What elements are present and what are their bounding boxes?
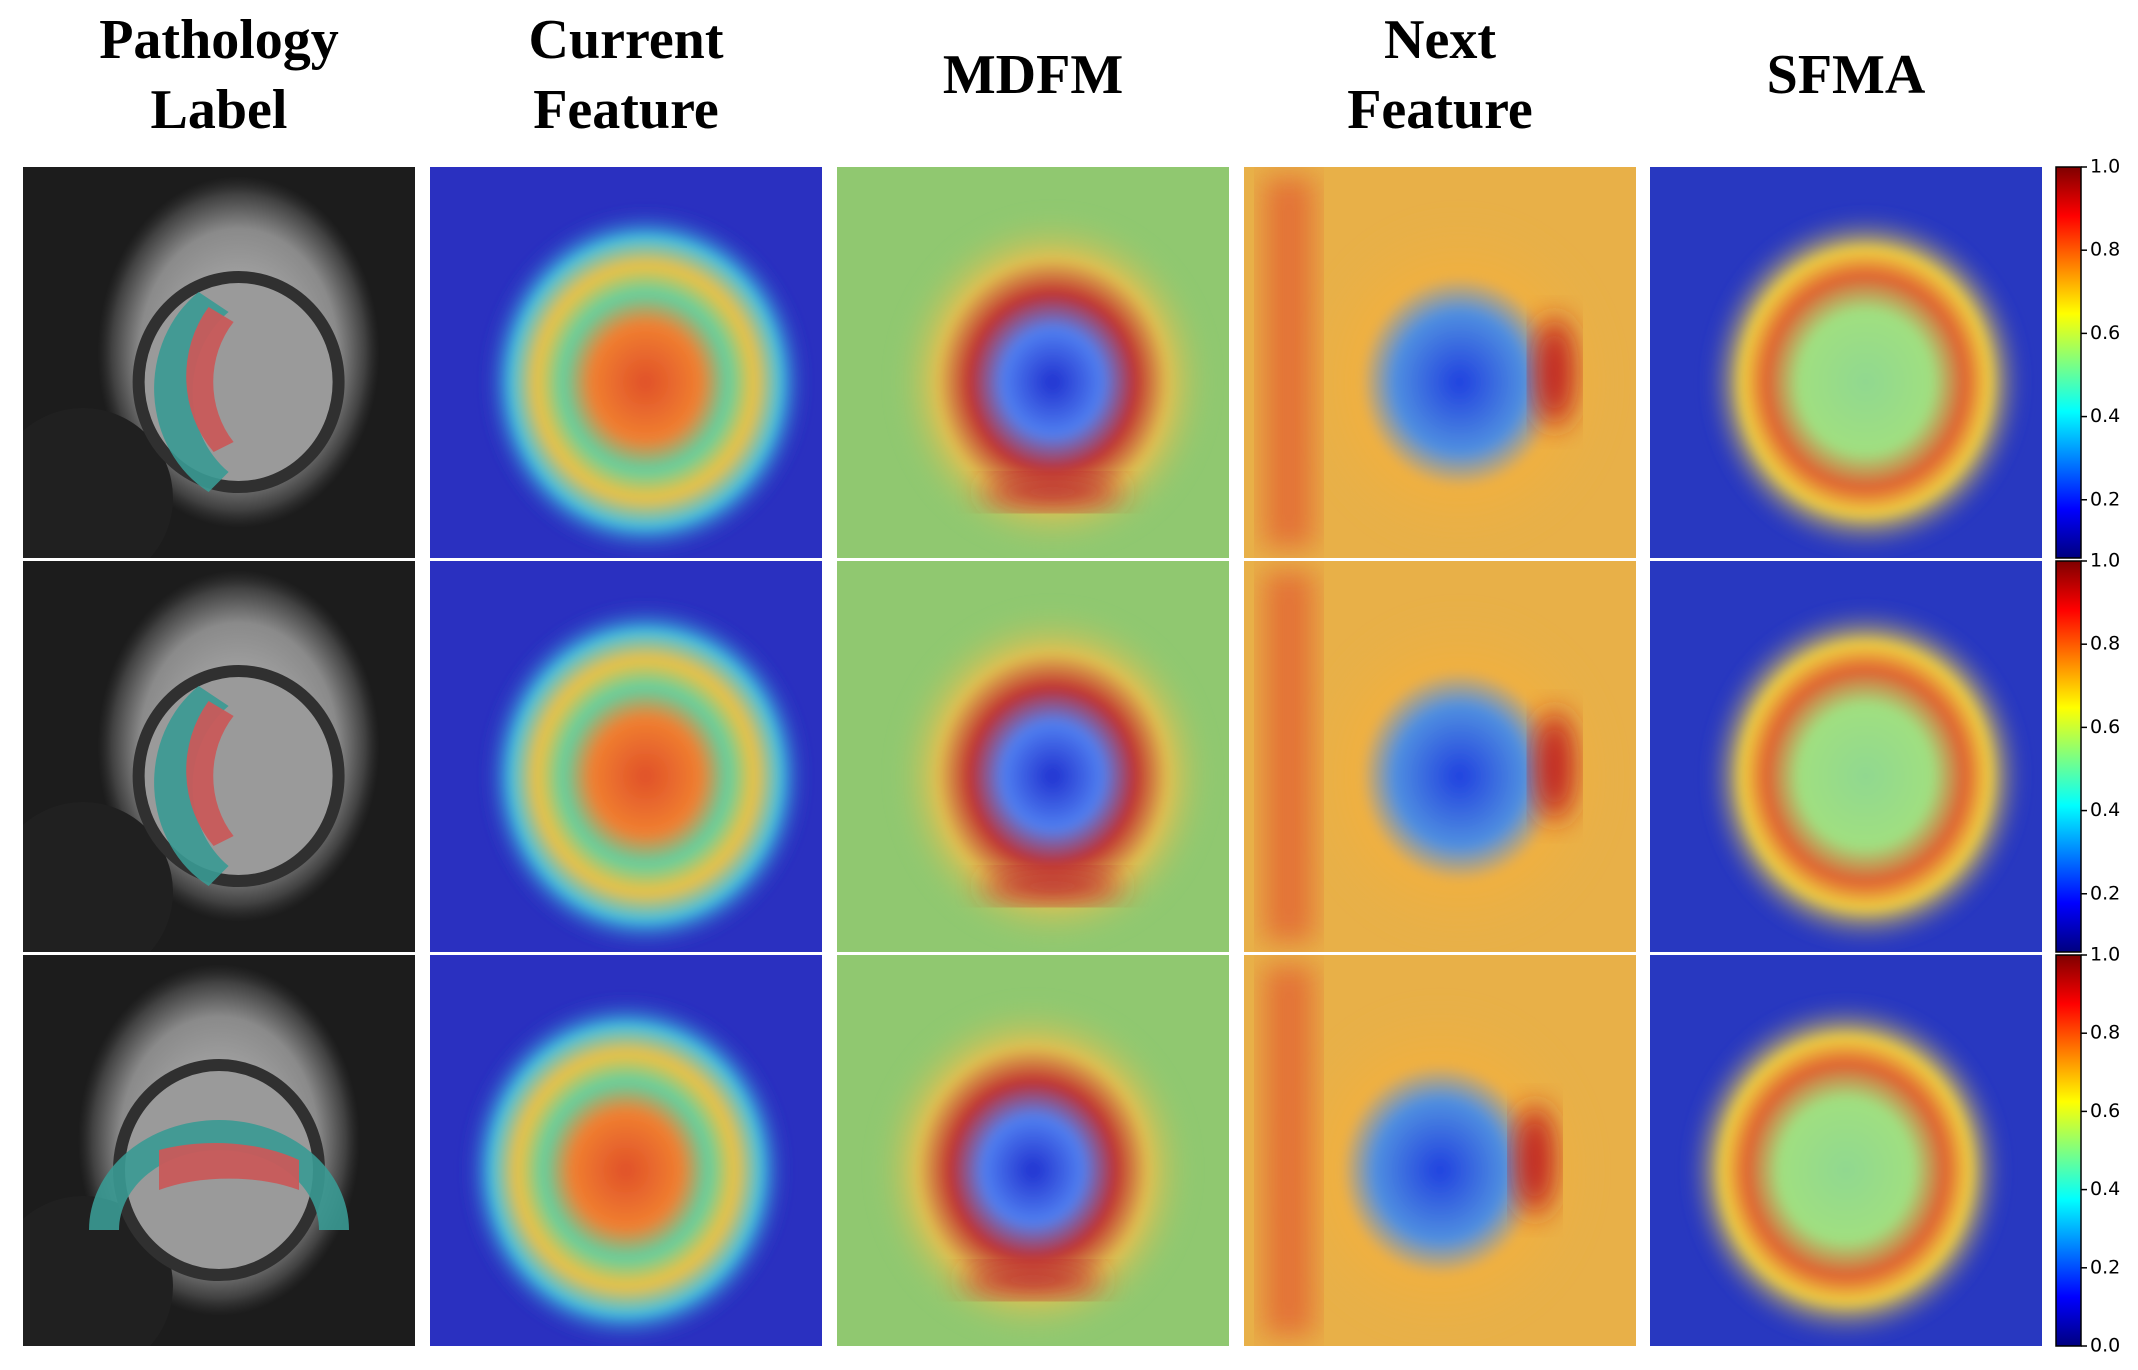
column-header: Next: [1384, 9, 1496, 71]
pathology-label: [159, 1143, 299, 1191]
colorbar-tick-label: 0.4: [2090, 1178, 2120, 1200]
panel-content: [1244, 955, 1636, 1346]
image-panel: [430, 167, 822, 558]
image-panel: [23, 561, 415, 952]
image-panel: [837, 561, 1229, 952]
colorbar-tick-label: 0.6: [2090, 716, 2120, 738]
panel-content: [1650, 955, 2042, 1346]
heatmap-blob: [1681, 994, 2011, 1346]
column-header: SFMA: [1767, 44, 1926, 106]
hot-band: [1264, 177, 1314, 548]
ring-spot: [982, 871, 1123, 902]
image-panel: [1650, 167, 2042, 558]
panel-content: [430, 561, 822, 952]
image-panel: [1244, 167, 1636, 558]
colorbar: [2055, 166, 2082, 559]
image-panel: [430, 561, 822, 952]
heatmap-blob: [461, 994, 791, 1346]
colorbar-tick-label: 1.0: [2090, 550, 2120, 572]
colorbar: [2055, 560, 2082, 953]
heatmap-blob: [1294, 600, 1625, 952]
colorbar-tick-label: 1.0: [2090, 944, 2120, 966]
colorbar-tick-label: 0.8: [2090, 1022, 2120, 1044]
image-panel: [837, 167, 1229, 558]
heatmap-blob: [887, 206, 1218, 558]
column-header: Current: [529, 9, 724, 71]
column-header: Pathology: [99, 9, 339, 71]
panel-content: [1650, 167, 2042, 558]
panel-content: [1244, 561, 1636, 952]
image-panel: [1650, 561, 2042, 952]
colorbar-tick-label: 0.4: [2090, 799, 2120, 821]
column-header: MDFM: [943, 44, 1123, 106]
heatmap-blob: [480, 206, 811, 558]
panel-content: [23, 561, 415, 952]
hot-spot: [1534, 317, 1575, 428]
image-panel: [1244, 561, 1636, 952]
heatmap-blob: [868, 994, 1198, 1346]
panel-content: [837, 955, 1229, 1346]
pathology-label: [186, 701, 234, 847]
heatmap-blob: [1275, 994, 1605, 1346]
heatmap-blob: [480, 600, 811, 952]
image-panel: [1244, 955, 1636, 1346]
panel-content: [1650, 561, 2042, 952]
heatmap-blob: [1294, 206, 1625, 558]
colorbar-tick-label: 0.8: [2090, 239, 2120, 261]
colorbar-tick-label: 0.2: [2090, 882, 2120, 904]
image-panel: [430, 955, 822, 1346]
panel-content: [1244, 167, 1636, 558]
heatmap-blob: [1700, 206, 2031, 558]
panel-content: [23, 955, 415, 1346]
image-panel: [23, 955, 415, 1346]
colorbar-tick-label: 0.2: [2090, 488, 2120, 510]
heatmap-blob: [887, 600, 1218, 952]
column-header: Feature: [1347, 79, 1533, 141]
colorbar-tick-label: 0.8: [2090, 633, 2120, 655]
hot-band: [1264, 571, 1314, 942]
dark-region: [23, 408, 173, 558]
myocardium-label: [89, 1120, 349, 1231]
colorbar-tick-label: 0.4: [2090, 405, 2120, 427]
column-header: Feature: [533, 79, 719, 141]
colorbar-tick-label: 1.0: [2090, 156, 2120, 178]
image-panel: [837, 955, 1229, 1346]
panel-content: [23, 167, 415, 558]
hot-spot: [1515, 1105, 1555, 1216]
colorbar: [2055, 954, 2082, 1347]
panel-content: [430, 955, 822, 1346]
panel-content: [430, 167, 822, 558]
column-header: Label: [151, 79, 288, 141]
colorbar-tick-label: 0.6: [2090, 1100, 2120, 1122]
colorbar-tick-label: 0.2: [2090, 1256, 2120, 1278]
colorbar-tick-label: 0.0: [2090, 1335, 2120, 1357]
image-panel: [23, 167, 415, 558]
dark-region: [23, 802, 173, 952]
hot-spot: [1534, 711, 1575, 822]
ring-spot: [963, 1265, 1103, 1296]
ring-spot: [982, 477, 1123, 508]
panel-content: [837, 561, 1229, 952]
pathology-label: [186, 307, 234, 453]
colorbar-tick-label: 0.6: [2090, 322, 2120, 344]
panel-content: [837, 167, 1229, 558]
heatmap-blob: [1700, 600, 2031, 952]
hot-band: [1264, 965, 1314, 1336]
image-panel: [1650, 955, 2042, 1346]
